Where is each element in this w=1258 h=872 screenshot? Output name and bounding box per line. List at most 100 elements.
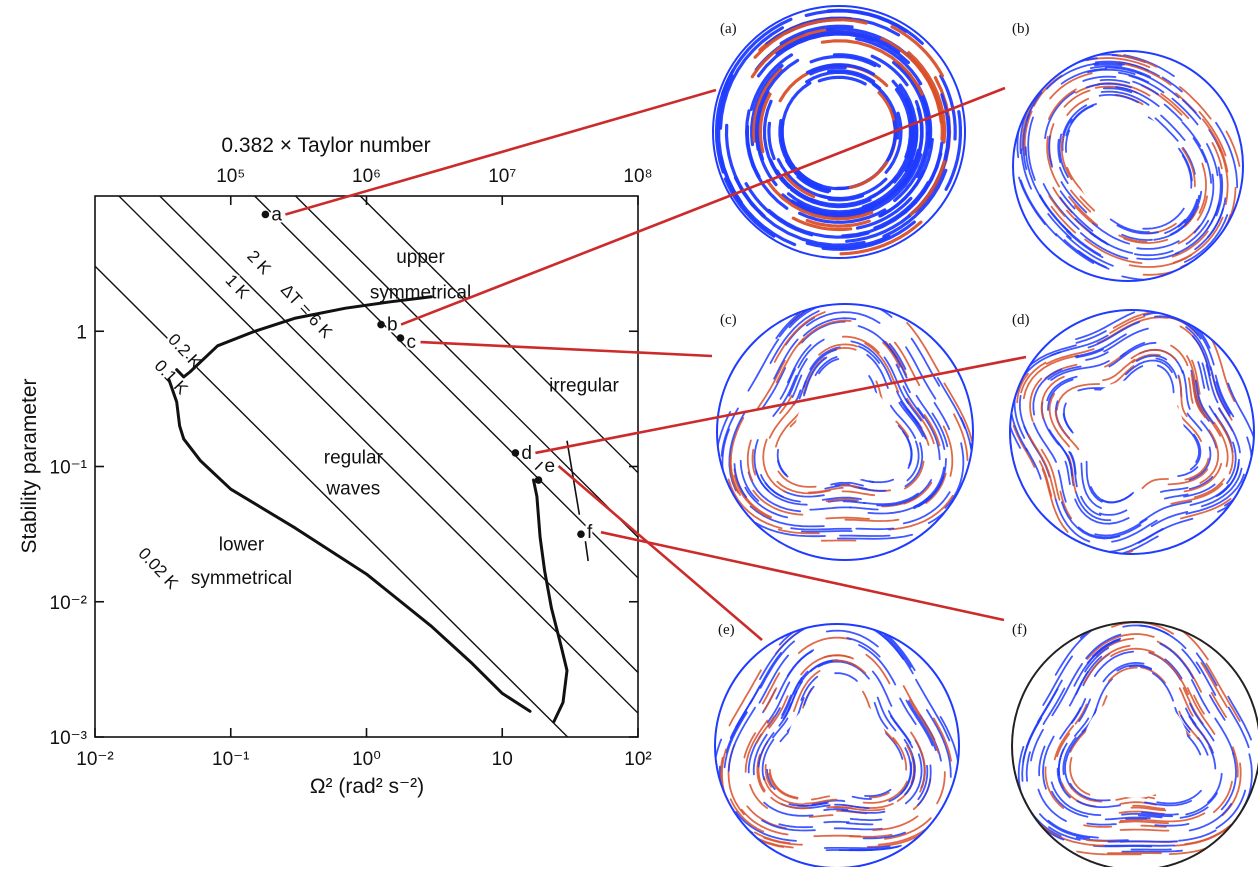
flow-streak bbox=[1201, 663, 1227, 707]
data-point[interactable] bbox=[262, 211, 270, 219]
flow-panel: (c) bbox=[716, 299, 975, 560]
flow-streak bbox=[1027, 752, 1030, 781]
x-tick-label: 10⁰ bbox=[352, 749, 381, 770]
flow-streak bbox=[1043, 656, 1072, 705]
top-axis-title: 0.382 × Taylor number bbox=[221, 134, 430, 157]
flow-streak bbox=[1183, 371, 1190, 409]
flow-streak bbox=[1215, 719, 1234, 755]
y-axis-title: Stability parameter bbox=[18, 378, 41, 553]
flow-streak bbox=[1157, 791, 1201, 804]
flow-streak bbox=[1056, 628, 1096, 675]
isotherm-label: 0.02 K bbox=[134, 544, 182, 593]
flow-streak bbox=[1043, 737, 1054, 789]
panel-inner-hole bbox=[1080, 380, 1184, 484]
flow-streak bbox=[757, 717, 775, 744]
flow-streak bbox=[778, 461, 788, 477]
flow-streak bbox=[1155, 824, 1188, 826]
flow-streak bbox=[1149, 653, 1180, 680]
flow-streak bbox=[1040, 814, 1089, 838]
flow-streak bbox=[1161, 488, 1188, 492]
isotherm-label: 1 K bbox=[222, 271, 254, 303]
flow-streak bbox=[744, 733, 755, 757]
regime-label: lower bbox=[219, 534, 265, 555]
flow-streak bbox=[802, 531, 852, 532]
flow-streak bbox=[873, 816, 917, 830]
flow-streak bbox=[865, 790, 891, 796]
panel-inner-hole bbox=[1076, 114, 1180, 218]
regime-label: symmetrical bbox=[191, 568, 292, 589]
x-tick-label: 10⁻¹ bbox=[212, 749, 250, 770]
flow-panel: (f) bbox=[1012, 614, 1258, 867]
flow-streak bbox=[1163, 78, 1182, 92]
flow-streak bbox=[799, 638, 851, 653]
flow-streak bbox=[1142, 86, 1182, 115]
panel-label: (d) bbox=[1012, 312, 1030, 328]
flow-streak bbox=[812, 796, 829, 799]
flow-streak bbox=[1194, 138, 1207, 162]
regime-label: irregular bbox=[549, 375, 619, 396]
x-tick-label: 10² bbox=[624, 749, 651, 770]
y-tick-label: 10⁻³ bbox=[50, 728, 88, 749]
flow-streak bbox=[1064, 403, 1072, 431]
flow-streak bbox=[825, 846, 890, 848]
data-point[interactable] bbox=[377, 321, 385, 329]
flow-panel: (d) bbox=[1006, 310, 1258, 558]
flow-streak bbox=[1171, 346, 1188, 366]
flow-streak bbox=[1100, 510, 1127, 515]
flow-streak bbox=[1112, 521, 1157, 542]
flow-streak bbox=[1122, 851, 1182, 852]
panel-label: (f) bbox=[1012, 622, 1027, 638]
panel-inner-hole bbox=[1084, 694, 1188, 798]
flow-streak bbox=[845, 520, 898, 521]
flow-streak bbox=[835, 673, 857, 681]
flow-streak bbox=[1056, 499, 1090, 542]
data-point[interactable] bbox=[512, 449, 520, 457]
flow-streak bbox=[791, 528, 851, 529]
y-tick-label: 10⁻¹ bbox=[50, 458, 88, 479]
flow-streak bbox=[1228, 697, 1251, 740]
flow-streak bbox=[856, 529, 893, 530]
flow-streak bbox=[1109, 668, 1137, 682]
connector-line bbox=[535, 357, 1026, 453]
isotherm-label: 2 K bbox=[243, 247, 275, 279]
flow-streak bbox=[938, 378, 965, 428]
flow-streak bbox=[1065, 462, 1070, 485]
data-point[interactable] bbox=[397, 334, 405, 342]
regime-label: upper bbox=[396, 247, 445, 268]
top-tick-label: 10⁷ bbox=[488, 166, 516, 187]
data-point-label: f bbox=[587, 522, 593, 543]
annotation-tick bbox=[585, 541, 588, 561]
flow-streak bbox=[853, 797, 872, 799]
flow-streak bbox=[847, 823, 873, 824]
data-point[interactable] bbox=[535, 476, 543, 484]
flow-streak bbox=[1188, 414, 1202, 431]
boundary-curves-group bbox=[169, 297, 592, 722]
flow-panels-group: (a)(b)(c)(d)(e)(f) bbox=[713, 6, 1258, 867]
flow-streak bbox=[935, 403, 950, 429]
flow-streak bbox=[826, 518, 869, 519]
data-point[interactable] bbox=[577, 530, 585, 538]
flow-streak bbox=[937, 772, 945, 803]
flow-streak bbox=[759, 733, 774, 767]
connector-line bbox=[420, 342, 712, 356]
flow-streak bbox=[769, 123, 774, 158]
flow-streak bbox=[1122, 266, 1198, 280]
flow-streak bbox=[1087, 824, 1116, 825]
flow-streak bbox=[1121, 830, 1169, 831]
flow-streak bbox=[844, 501, 865, 503]
flow-streak bbox=[851, 819, 882, 820]
flow-streak bbox=[848, 300, 891, 317]
flow-streak bbox=[1182, 122, 1200, 146]
flow-panel: (a) bbox=[713, 6, 965, 258]
y-tick-label: 10⁻² bbox=[50, 593, 88, 614]
flow-streak bbox=[841, 485, 857, 487]
flow-streak bbox=[790, 614, 840, 631]
y-tick-label: 1 bbox=[76, 322, 87, 343]
flow-panel: (b) bbox=[1012, 21, 1243, 281]
connector-line bbox=[401, 88, 1005, 325]
x-tick-label: 10 bbox=[492, 749, 513, 770]
x-axis-title: Ω² (rad² s⁻²) bbox=[310, 775, 424, 798]
flow-streak bbox=[850, 507, 878, 509]
